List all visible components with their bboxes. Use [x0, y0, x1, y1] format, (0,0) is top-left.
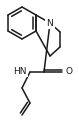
Text: O: O: [66, 68, 73, 77]
Text: N: N: [47, 18, 53, 28]
Text: HN: HN: [14, 68, 27, 77]
